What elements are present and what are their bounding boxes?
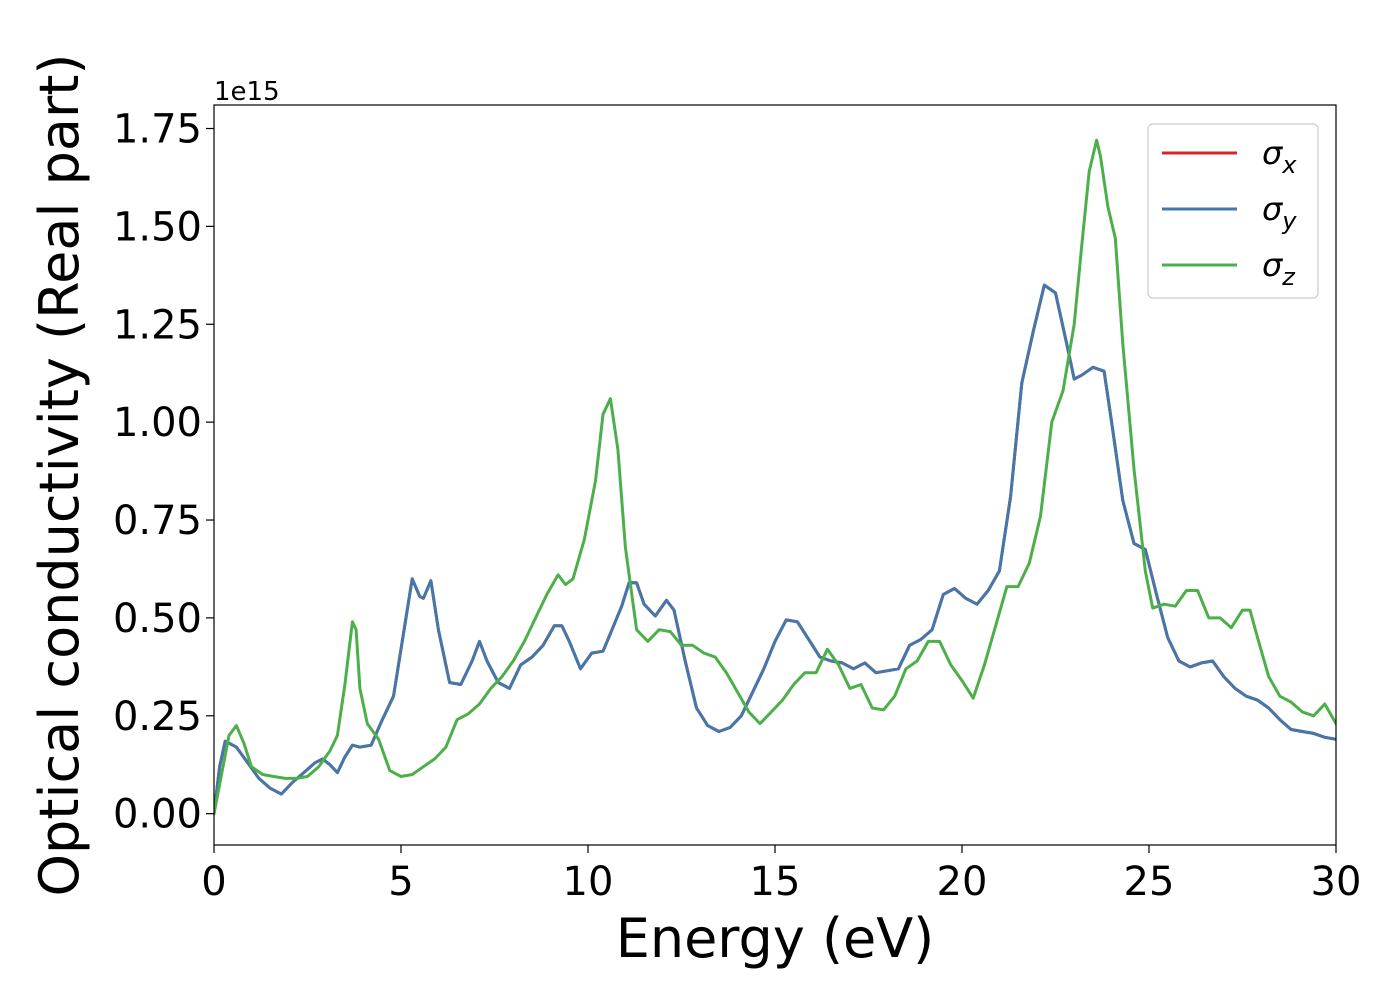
x-tick-label: 25 bbox=[1124, 859, 1175, 905]
y-axis: 0.00 0.25 0.50 0.75 1.00 1.25 1.50 1.75 bbox=[113, 106, 214, 838]
y-tick-label: 1.25 bbox=[113, 302, 202, 348]
x-tick-label: 10 bbox=[563, 859, 614, 905]
x-tick-label: 20 bbox=[937, 859, 988, 905]
y-tick-label: 0.75 bbox=[113, 498, 202, 544]
legend-box bbox=[1147, 123, 1319, 299]
y-offset-label: 1e15 bbox=[214, 77, 280, 107]
x-tick-label: 15 bbox=[750, 859, 801, 905]
x-axis: 0 5 10 15 20 25 30 bbox=[201, 845, 1361, 905]
y-axis-title: Optical conductivity (Real part) bbox=[28, 54, 91, 897]
y-tick-label: 0.50 bbox=[113, 596, 202, 642]
series-line-σz bbox=[214, 138, 1336, 816]
series-line-σy bbox=[214, 283, 1336, 816]
y-tick-label: 0.00 bbox=[113, 792, 202, 838]
series-line-σx bbox=[214, 283, 1336, 816]
x-tick-label: 5 bbox=[388, 859, 413, 905]
y-tick-label: 0.25 bbox=[113, 694, 202, 740]
x-tick-label: 30 bbox=[1311, 859, 1362, 905]
x-axis-title: Energy (eV) bbox=[616, 907, 935, 970]
y-tick-label: 1.50 bbox=[113, 204, 202, 250]
series-layer bbox=[214, 138, 1336, 816]
x-tick-label: 0 bbox=[201, 859, 226, 905]
y-tick-label: 1.75 bbox=[113, 106, 202, 152]
y-tick-label: 1.00 bbox=[113, 400, 202, 446]
